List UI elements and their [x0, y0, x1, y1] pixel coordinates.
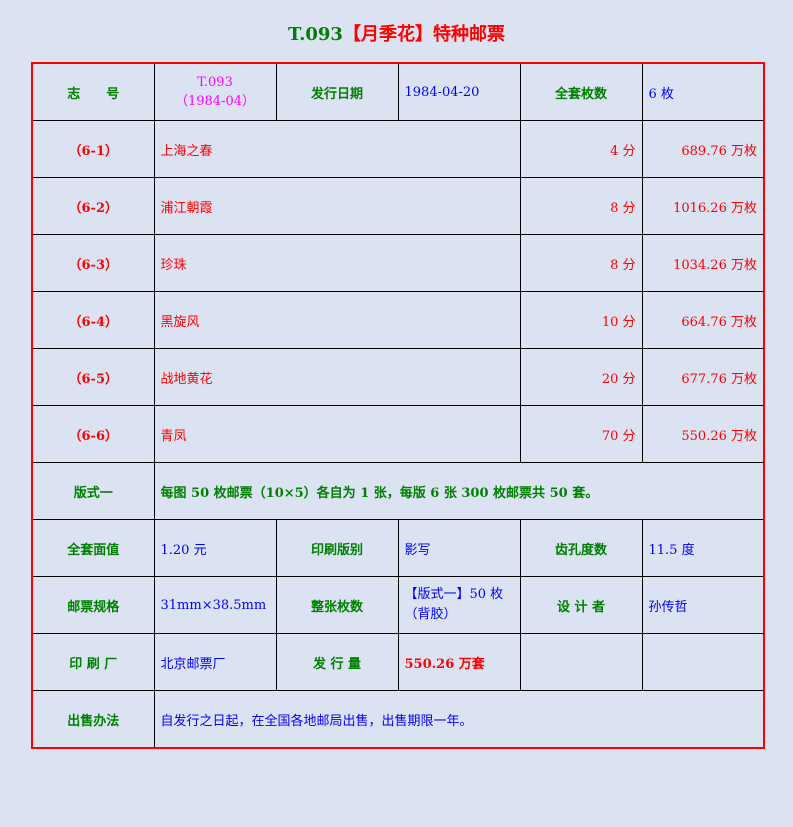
- date-value: 1984-04-20: [397, 62, 521, 121]
- issue-value: 550.26 万套: [397, 633, 521, 691]
- page-title: T.093【月季花】特种邮票: [0, 20, 793, 46]
- header-row: 志 号 T.093 （1984-04） 发行日期 1984-04-20 全套枚数 …: [31, 62, 765, 121]
- id-label: 志 号: [31, 62, 155, 121]
- sheet-count: 【版式一】50 枚: [404, 587, 504, 602]
- designer-label: 设 计 者: [519, 576, 643, 634]
- printer-value: 北京邮票厂: [153, 633, 277, 691]
- size-row: 邮票规格 31mm×38.5mm 整张枚数 【版式一】50 枚 （背胶） 设 计 …: [31, 576, 765, 634]
- stamp-row: （6-1） 上海之春 4 分 689.76 万枚: [31, 120, 765, 178]
- title-name: 【月季花】特种邮票: [342, 24, 505, 45]
- stamp-row: （6-2） 浦江朝霞 8 分 1016.26 万枚: [31, 177, 765, 235]
- stamp-denomination: 8 分: [519, 234, 643, 292]
- size-label: 邮票规格: [31, 576, 155, 634]
- stamp-quantity: 689.76 万枚: [641, 120, 765, 178]
- perf-value: 11.5 度: [641, 519, 765, 577]
- stamp-quantity: 664.76 万枚: [641, 291, 765, 349]
- sale-value: 自发行之日起，在全国各地邮局出售，出售期限一年。: [153, 690, 765, 749]
- print-label: 印刷版别: [275, 519, 399, 577]
- size-value: 31mm×38.5mm: [153, 576, 277, 634]
- stamp-number: （6-5）: [31, 348, 155, 406]
- stamp-quantity: 1016.26 万枚: [641, 177, 765, 235]
- empty-cell: [641, 633, 765, 691]
- stamp-denomination: 4 分: [519, 120, 643, 178]
- stamp-number: （6-6）: [31, 405, 155, 463]
- stamp-row: （6-4） 黑旋风 10 分 664.76 万枚: [31, 291, 765, 349]
- stamp-number: （6-2）: [31, 177, 155, 235]
- face-label: 全套面值: [31, 519, 155, 577]
- stamp-name: 战地黄花: [153, 348, 521, 406]
- sheet-gum: （背胶）: [404, 607, 457, 622]
- designer-value: 孙传哲: [641, 576, 765, 634]
- print-value: 影写: [397, 519, 521, 577]
- stamp-name: 上海之春: [153, 120, 521, 178]
- sheet-value: 【版式一】50 枚 （背胶）: [397, 576, 521, 634]
- stamp-quantity: 677.76 万枚: [641, 348, 765, 406]
- stamp-name: 珍珠: [153, 234, 521, 292]
- face-row: 全套面值 1.20 元 印刷版别 影写 齿孔度数 11.5 度: [31, 519, 765, 577]
- stamp-name: 浦江朝霞: [153, 177, 521, 235]
- stamp-number: （6-3）: [31, 234, 155, 292]
- stamp-number: （6-4）: [31, 291, 155, 349]
- stamp-denomination: 10 分: [519, 291, 643, 349]
- count-label: 全套枚数: [519, 62, 643, 121]
- stamp-name: 青凤: [153, 405, 521, 463]
- stamp-denomination: 20 分: [519, 348, 643, 406]
- title-code: T.093: [288, 24, 343, 45]
- sheet-label: 整张枚数: [275, 576, 399, 634]
- stamp-info-table: 志 号 T.093 （1984-04） 发行日期 1984-04-20 全套枚数 …: [31, 62, 765, 749]
- stamp-quantity: 1034.26 万枚: [641, 234, 765, 292]
- format-label: 版式一: [31, 462, 155, 520]
- stamp-denomination: 70 分: [519, 405, 643, 463]
- stamp-denomination: 8 分: [519, 177, 643, 235]
- date-label: 发行日期: [275, 62, 399, 121]
- stamp-row: （6-5） 战地黄花 20 分 677.76 万枚: [31, 348, 765, 406]
- sale-label: 出售办法: [31, 690, 155, 749]
- stamp-name: 黑旋风: [153, 291, 521, 349]
- stamp-quantity: 550.26 万枚: [641, 405, 765, 463]
- stamp-number: （6-1）: [31, 120, 155, 178]
- id-value: T.093 （1984-04）: [153, 62, 277, 121]
- empty-cell: [519, 633, 643, 691]
- perf-label: 齿孔度数: [519, 519, 643, 577]
- format-row: 版式一 每图 50 枚邮票（10×5）各自为 1 张，每版 6 张 300 枚邮…: [31, 462, 765, 520]
- sale-row: 出售办法 自发行之日起，在全国各地邮局出售，出售期限一年。: [31, 690, 765, 749]
- id-code: T.093: [197, 75, 233, 90]
- face-value: 1.20 元: [153, 519, 277, 577]
- count-value: 6 枚: [641, 62, 765, 121]
- format-value: 每图 50 枚邮票（10×5）各自为 1 张，每版 6 张 300 枚邮票共 5…: [153, 462, 765, 520]
- printer-row: 印 刷 厂 北京邮票厂 发 行 量 550.26 万套: [31, 633, 765, 691]
- stamp-row: （6-3） 珍珠 8 分 1034.26 万枚: [31, 234, 765, 292]
- id-year: （1984-04）: [174, 94, 256, 109]
- printer-label: 印 刷 厂: [31, 633, 155, 691]
- issue-label: 发 行 量: [275, 633, 399, 691]
- stamp-row: （6-6） 青凤 70 分 550.26 万枚: [31, 405, 765, 463]
